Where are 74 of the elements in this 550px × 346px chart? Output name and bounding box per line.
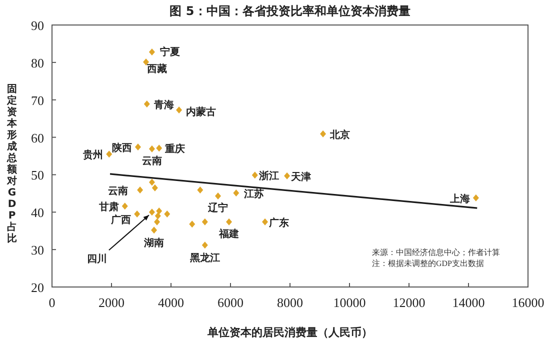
point — [320, 130, 326, 138]
chart-title: 图 5：中国：各省投资比率和单位资本消费量 — [170, 4, 410, 18]
x-tick-label: 8000 — [277, 295, 303, 310]
annotation: 青海 — [152, 98, 174, 111]
annotation: 内蒙古 — [186, 106, 216, 118]
annotation: 贵州 — [82, 149, 104, 162]
annotation: 注：根据未调整的GDP支出数据 — [372, 259, 484, 268]
y-tick-label: 30 — [31, 242, 44, 258]
annotation: 湖南 — [143, 237, 164, 250]
y-tick-label: 70 — [31, 92, 44, 108]
y-tick-label: 20 — [31, 280, 44, 295]
point — [472, 194, 479, 202]
point — [151, 226, 158, 234]
point — [176, 106, 182, 114]
point — [284, 172, 290, 180]
point — [154, 212, 161, 220]
point — [148, 48, 155, 56]
point — [156, 144, 162, 152]
point — [137, 186, 144, 194]
annotation: 广东 — [268, 216, 290, 229]
x-tick-label: 12000 — [392, 295, 426, 310]
point — [156, 208, 162, 215]
point — [233, 190, 240, 197]
annotation: 天津 — [290, 170, 312, 183]
x-tick-label: 2000 — [98, 295, 124, 310]
annotation: 云南 — [108, 185, 128, 198]
annotation: 甘肃 — [98, 201, 119, 214]
point — [134, 210, 140, 218]
point — [164, 210, 170, 218]
x-tick-label: 14000 — [452, 295, 485, 310]
point — [144, 100, 150, 108]
text: 固定资本形成总额对GDP 占比 — [7, 84, 17, 244]
annotation: 浙江 — [258, 170, 279, 182]
x-tick-label: 4000 — [158, 295, 184, 310]
point — [106, 150, 112, 158]
point — [197, 186, 204, 194]
point — [122, 202, 128, 210]
y-tick-label: 60 — [31, 130, 44, 146]
x-axis-title: 单位资本的居民消费量（人民币） — [206, 326, 372, 339]
annotation: 福建 — [218, 228, 240, 240]
annotation: 辽宁 — [207, 202, 228, 214]
x-tick-label: 0 — [48, 295, 56, 310]
point — [148, 145, 155, 152]
x-tick-label: 6000 — [218, 295, 244, 310]
y-tick-label: 50 — [31, 168, 44, 183]
annotation: 四川 — [86, 253, 107, 266]
point — [134, 144, 141, 151]
annotation: 来源：中国经济信息中心；作者计算 — [372, 248, 500, 257]
annotation: 云南 — [142, 154, 162, 167]
point — [252, 172, 258, 179]
point — [202, 242, 208, 249]
point — [148, 208, 155, 216]
y-tick-label: 40 — [31, 205, 44, 220]
x-tick-label: 16000 — [512, 295, 544, 310]
annotation: 宁夏 — [160, 46, 180, 58]
point — [262, 218, 268, 226]
point — [215, 192, 222, 200]
point — [189, 220, 196, 228]
point — [148, 178, 155, 186]
annotation: 上海 — [448, 192, 470, 205]
annotation: 江苏 — [243, 188, 264, 200]
point — [154, 218, 160, 226]
annotation: 重庆 — [164, 143, 186, 156]
point — [226, 218, 232, 226]
annotation: 陕西 — [112, 142, 132, 154]
y-tick-label: 80 — [31, 55, 44, 70]
point — [152, 184, 158, 192]
x-tick-label: 10000 — [333, 295, 366, 310]
annotation: 黑龙江 — [188, 252, 220, 264]
annotation: 北京 — [329, 128, 350, 141]
annotation: 西藏 — [146, 63, 168, 76]
annotation: 广西 — [110, 214, 132, 226]
y-tick-label: 90 — [31, 18, 44, 33]
point — [202, 218, 208, 226]
